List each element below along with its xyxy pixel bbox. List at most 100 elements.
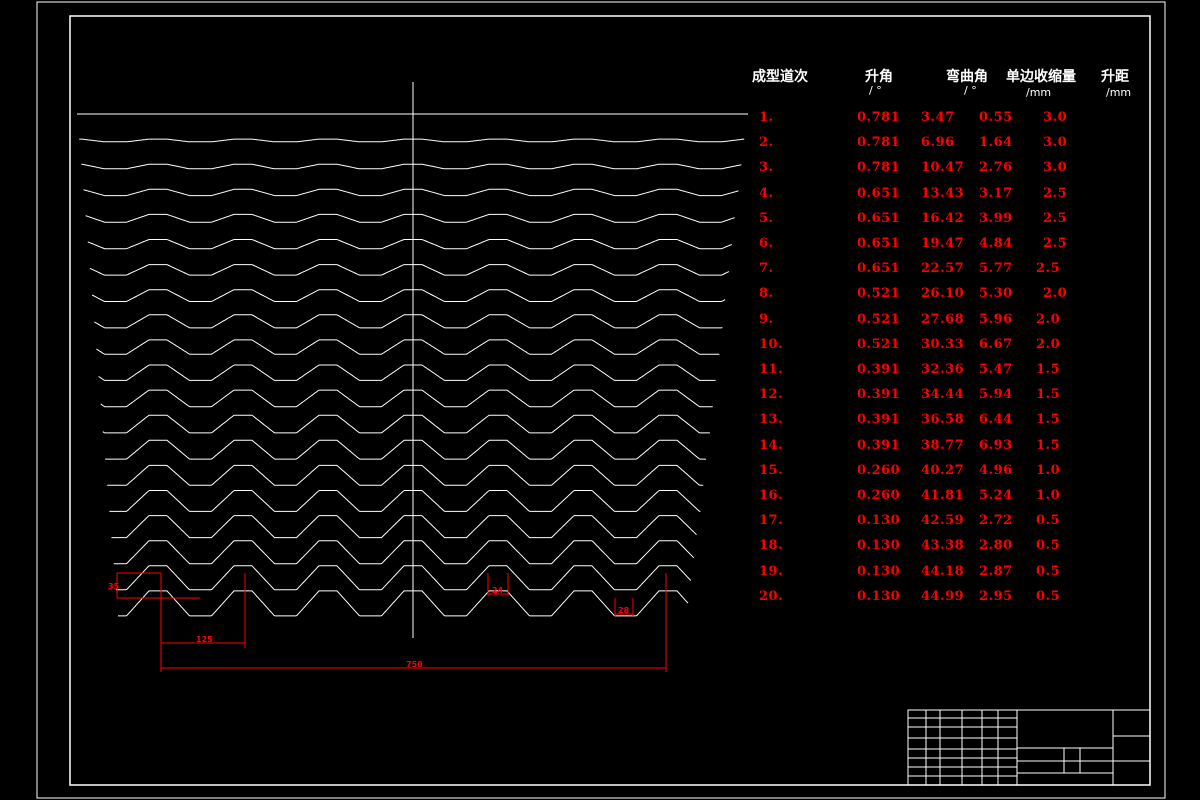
cell-bend-angle: 42.59 <box>921 513 965 529</box>
title-block <box>907 709 1151 786</box>
cell-bend-angle: 26.10 <box>921 286 965 302</box>
cell-lift: 0.5 <box>1036 588 1061 604</box>
cell-bend-angle: 40.27 <box>921 462 965 478</box>
cell-lift: 2.5 <box>1043 210 1068 226</box>
cell-lift: 2.0 <box>1036 336 1061 352</box>
cell-lift-angle: 0.391 <box>857 412 901 428</box>
cell-pass-number: 1. <box>759 110 774 125</box>
profile-pass-19 <box>115 565 692 591</box>
cell-bend-angle: 43.38 <box>921 538 965 554</box>
cell-bend-angle: 38.77 <box>921 437 965 453</box>
cell-lift: 1.5 <box>1036 362 1061 377</box>
dimensions <box>116 572 667 672</box>
cell-lift-angle: 0.391 <box>857 437 901 453</box>
cell-lift: 0.5 <box>1036 538 1061 554</box>
cell-lift: 3.0 <box>1043 160 1068 176</box>
cell-pass-number: 9. <box>759 311 774 327</box>
dim-height: 35 <box>108 582 120 591</box>
cell-bend-angle: 34.44 <box>921 387 965 403</box>
cell-pass-number: 6. <box>759 236 774 251</box>
cell-pass-number: 5. <box>759 210 774 226</box>
inner-frame <box>69 15 1151 786</box>
cell-lift: 2.0 <box>1036 311 1061 327</box>
cell-lift: 3.0 <box>1043 110 1068 125</box>
cell-lift: 2.5 <box>1036 261 1061 277</box>
cell-lift-angle: 0.781 <box>857 110 901 125</box>
cell-lift-angle: 0.130 <box>857 588 901 604</box>
cell-shrink: 5.30 <box>979 286 1013 302</box>
cell-lift-angle: 0.521 <box>857 336 901 352</box>
cell-shrink: 2.72 <box>979 513 1013 529</box>
cell-lift: 2.5 <box>1043 185 1068 201</box>
header-shrink: 单边收缩量 <box>1006 69 1076 85</box>
cell-shrink: 5.24 <box>979 488 1013 503</box>
cell-lift: 3.0 <box>1043 135 1068 151</box>
header-lift: 升距 <box>1101 69 1129 85</box>
cell-shrink: 2.76 <box>979 160 1013 176</box>
profile-pass-5 <box>85 213 735 223</box>
cell-lift: 2.5 <box>1043 236 1068 251</box>
cell-bend-angle: 19.47 <box>921 236 965 251</box>
cell-lift-angle: 0.651 <box>857 185 901 201</box>
cell-bend-angle: 10.47 <box>921 160 965 176</box>
profile-pass-2 <box>79 138 745 143</box>
profile-pass-12 <box>100 389 713 408</box>
cell-lift-angle: 0.781 <box>857 135 901 151</box>
cell-shrink: 2.95 <box>979 588 1013 604</box>
cell-lift: 1.0 <box>1036 462 1061 478</box>
profile-pass-16 <box>109 490 701 512</box>
cell-bend-angle: 30.33 <box>921 336 965 352</box>
cell-bend-angle: 36.58 <box>921 412 965 428</box>
cell-bend-angle: 41.81 <box>921 488 965 503</box>
cell-lift: 2.0 <box>1043 286 1068 302</box>
cell-lift-angle: 0.260 <box>857 462 901 478</box>
cell-lift-angle: 0.651 <box>857 261 901 277</box>
cell-lift-angle: 0.391 <box>857 362 901 377</box>
unit-lift: /mm <box>1106 86 1132 99</box>
cell-pass-number: 19. <box>759 563 784 579</box>
unit-lift-angle: / ° <box>869 84 882 97</box>
cell-shrink: 2.87 <box>979 563 1013 579</box>
cell-lift-angle: 0.651 <box>857 236 901 251</box>
cell-lift-angle: 0.391 <box>857 387 901 403</box>
cell-shrink: 6.44 <box>979 412 1013 428</box>
profile-pass-3 <box>81 163 742 170</box>
cell-bend-angle: 3.47 <box>921 110 955 125</box>
cell-bend-angle: 27.68 <box>921 311 965 327</box>
cell-bend-angle: 32.36 <box>921 362 965 377</box>
cell-bend-angle: 44.99 <box>921 588 965 604</box>
cell-bend-angle: 16.42 <box>921 210 965 226</box>
profile-pass-10 <box>96 339 720 355</box>
cell-shrink: 3.99 <box>979 210 1013 226</box>
cell-shrink: 6.93 <box>979 437 1013 453</box>
dim-total-width: 750 <box>406 660 423 669</box>
profile-pass-11 <box>98 364 716 381</box>
profile-pass-15 <box>107 464 704 486</box>
cell-pass-number: 20. <box>759 588 784 604</box>
profile-pass-7 <box>89 264 730 276</box>
cell-pass-number: 13. <box>759 412 784 428</box>
profile-pass-20 <box>118 590 689 617</box>
cell-shrink: 5.77 <box>979 261 1013 277</box>
unit-bend-angle: / ° <box>964 84 977 97</box>
profile-pass-14 <box>105 439 707 460</box>
cell-shrink: 4.96 <box>979 462 1013 478</box>
cell-pass-number: 2. <box>759 135 774 151</box>
cell-pass-number: 3. <box>759 160 774 176</box>
header-bend-angle: 弯曲角 <box>946 69 988 85</box>
profile-progression <box>77 113 748 617</box>
cell-lift-angle: 0.651 <box>857 210 901 226</box>
header-pass: 成型道次 <box>752 69 808 85</box>
cell-shrink: 3.17 <box>979 185 1013 201</box>
cell-shrink: 4.84 <box>979 236 1013 251</box>
cell-lift-angle: 0.521 <box>857 311 901 327</box>
profile-pass-9 <box>94 314 723 329</box>
profile-pass-4 <box>83 188 739 197</box>
profile-pass-17 <box>111 515 697 539</box>
cell-bend-angle: 44.18 <box>921 563 965 579</box>
cell-bend-angle: 6.96 <box>921 135 955 151</box>
cell-shrink: 0.55 <box>979 110 1013 125</box>
profile-pass-8 <box>91 289 726 302</box>
dim-pitch: 125 <box>196 635 213 644</box>
outer-frame <box>36 1 1166 799</box>
